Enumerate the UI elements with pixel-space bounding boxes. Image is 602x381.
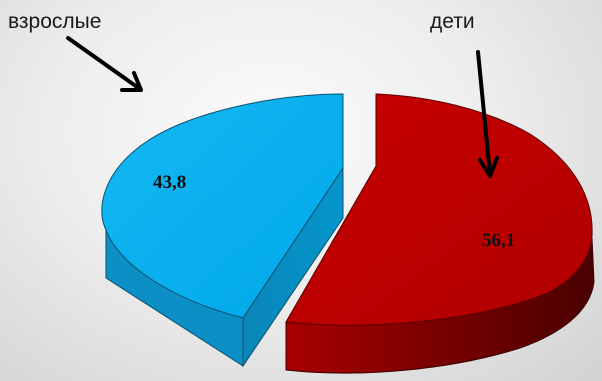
value-label-children: 56,1: [482, 230, 515, 251]
slice-adults-top: [101, 93, 344, 319]
category-label-children: дети: [430, 10, 475, 33]
arrow-children: [476, 50, 499, 178]
slice-children: [285, 93, 595, 374]
slice-adults: [101, 93, 344, 368]
category-label-adults: взрослые: [8, 10, 101, 33]
arrow-adults: [66, 36, 143, 92]
value-label-adults: 43,8: [153, 172, 186, 193]
slice-children-top: [285, 93, 593, 326]
